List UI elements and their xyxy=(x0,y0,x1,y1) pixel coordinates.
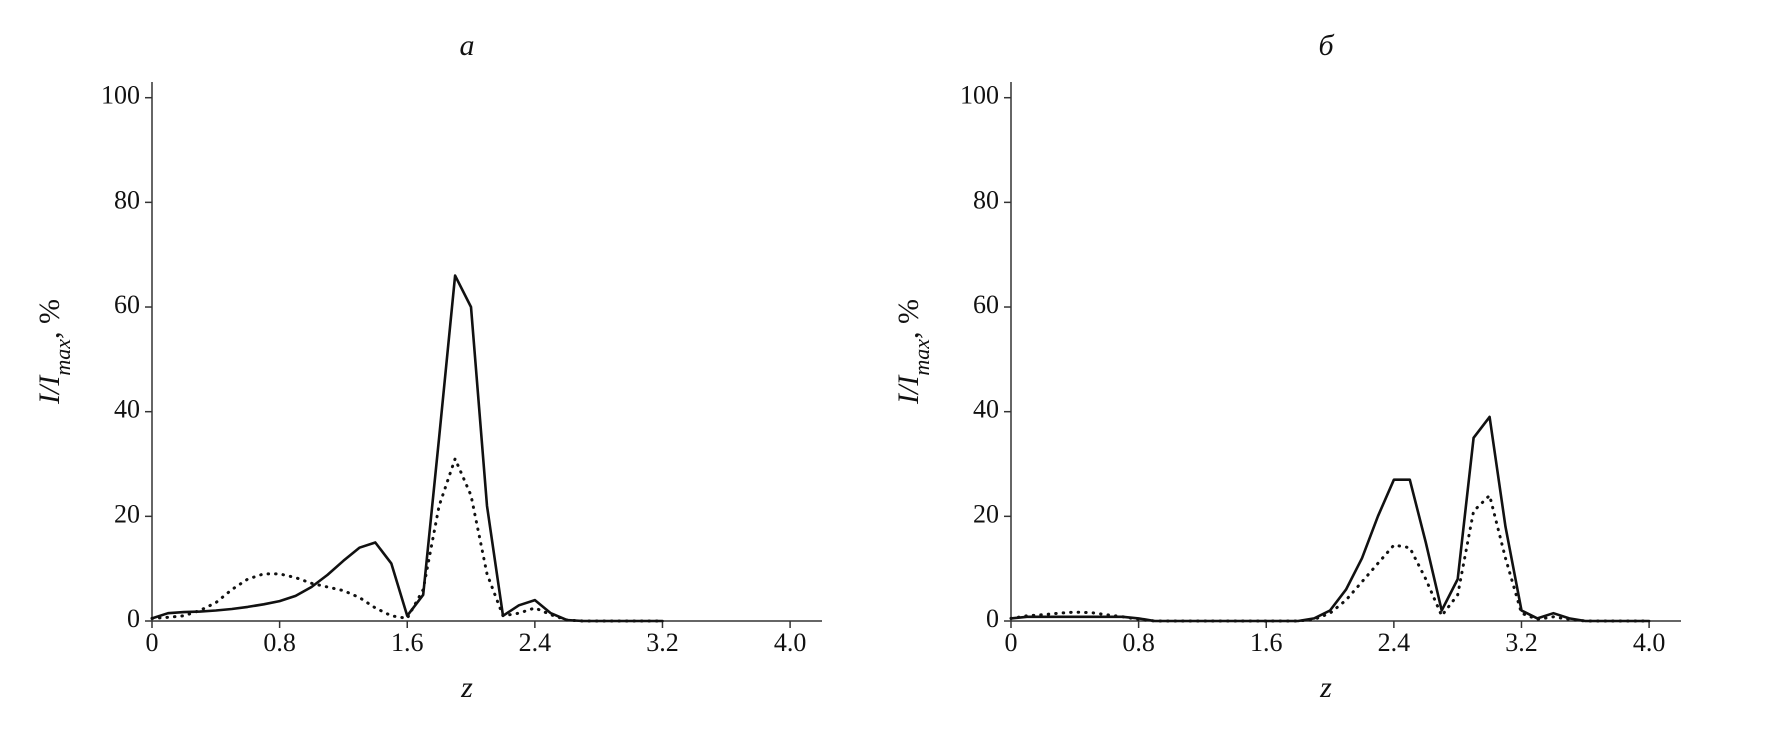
y-tick-label: 60 xyxy=(973,290,999,319)
x-tick-label: 3.2 xyxy=(646,628,679,657)
y-axis-label-part: max xyxy=(50,339,75,376)
x-tick-label: 3.2 xyxy=(1505,628,1538,657)
series-line xyxy=(150,457,664,623)
y-tick-label: 100 xyxy=(960,81,999,110)
x-tick-label: 0.8 xyxy=(263,628,296,657)
y-tick-label: 80 xyxy=(114,185,140,214)
x-tick-label: 1.6 xyxy=(1250,628,1283,657)
y-axis-label: I/Imax, % xyxy=(33,299,75,405)
y-tick-label: 20 xyxy=(973,499,999,528)
y-tick-label: 60 xyxy=(114,290,140,319)
series-line xyxy=(1009,493,1651,623)
x-tick-label: 0.8 xyxy=(1122,628,1155,657)
y-tick-label: 0 xyxy=(127,604,140,633)
x-tick-label: 0 xyxy=(1005,628,1018,657)
y-axis-label-part: max xyxy=(909,339,934,376)
y-tick-label: 0 xyxy=(986,604,999,633)
y-tick-label: 40 xyxy=(114,395,140,424)
x-tick-label: 1.6 xyxy=(391,628,424,657)
panel-title: а xyxy=(460,29,475,62)
x-tick-label: 0 xyxy=(146,628,159,657)
x-axis-label: z xyxy=(460,671,473,704)
y-tick-label: 100 xyxy=(101,81,140,110)
x-tick-label: 2.4 xyxy=(1378,628,1411,657)
y-tick-label: 20 xyxy=(114,499,140,528)
x-axis-label: z xyxy=(1319,671,1332,704)
y-tick-label: 80 xyxy=(973,185,999,214)
series-line xyxy=(1009,415,1651,623)
y-axis-label-part: I/I xyxy=(33,374,66,405)
x-tick-label: 4.0 xyxy=(1633,628,1666,657)
x-tick-label: 4.0 xyxy=(774,628,807,657)
panel: а 0 20 40 60 80 100 0 0.8 1.6 2.4 3.2 4.0 z I/Imax, % xyxy=(33,29,822,704)
series-line xyxy=(150,274,664,623)
panel: б 0 20 40 60 80 100 0 0.8 1.6 2.4 3.2 4.0 z I/Imax, % xyxy=(892,29,1681,704)
panel-title: б xyxy=(1318,29,1334,62)
y-axis-label-part: I/I xyxy=(892,374,925,405)
y-axis-label: I/Imax, % xyxy=(892,299,934,405)
y-axis-label-part: , % xyxy=(892,299,925,339)
x-tick-label: 2.4 xyxy=(519,628,552,657)
y-axis-label-part: , % xyxy=(33,299,66,339)
y-tick-label: 40 xyxy=(973,395,999,424)
